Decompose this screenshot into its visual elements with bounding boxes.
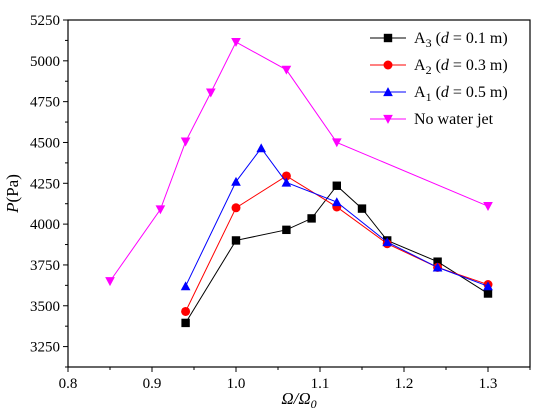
data-point-s4-5 — [231, 37, 241, 47]
legend-marker-1 — [383, 33, 393, 43]
data-point-s4-1 — [105, 277, 115, 287]
data-point-s2-2 — [231, 203, 241, 213]
legend-label-2: A2 (d = 0.3 m) — [414, 57, 508, 77]
y-tick-label-4: 4000 — [30, 217, 60, 233]
data-point-s1-2 — [231, 236, 241, 245]
data-point-s3-5 — [331, 197, 342, 207]
data-point-s1-5 — [332, 181, 341, 190]
plot-area — [105, 37, 493, 328]
y-tick-label-6: 4500 — [30, 135, 60, 151]
legend-marker-3 — [383, 87, 393, 97]
data-point-s1-3 — [282, 225, 291, 235]
x-tick-label-5: 1.2 — [395, 376, 414, 392]
plot-frame — [67, 19, 531, 368]
data-point-s1-4 — [307, 214, 316, 223]
y-tick-label-5: 4250 — [30, 176, 60, 192]
y-tick-label-8: 5000 — [30, 54, 60, 70]
y-tick-label-3: 3750 — [30, 258, 60, 274]
legend-marker-4 — [383, 114, 393, 124]
data-point-s1-8 — [433, 257, 442, 266]
x-tick-label-1: 0.8 — [59, 376, 78, 392]
data-point-s4-7 — [331, 138, 342, 148]
legend-marker-2 — [383, 60, 393, 70]
y-tick-label-1: 3250 — [30, 340, 60, 356]
data-point-s3-4 — [281, 177, 292, 187]
data-point-s2-1 — [181, 306, 191, 316]
data-point-s3-8 — [483, 281, 493, 291]
data-point-s3-1 — [180, 281, 191, 291]
data-point-s4-6 — [281, 65, 292, 75]
data-point-s1-6 — [357, 204, 367, 213]
data-point-s1-1 — [181, 318, 190, 328]
data-point-s3-3 — [256, 143, 267, 153]
data-point-s1-9 — [483, 289, 493, 298]
data-point-s4-8 — [483, 202, 493, 211]
x-axis-title: Ω/Ω0 — [281, 389, 316, 411]
data-point-s2-3 — [281, 171, 291, 181]
data-point-s3-2 — [231, 176, 241, 186]
legend-label-3: A1 (d = 0.5 m) — [414, 84, 508, 104]
y-tick-label-9: 5250 — [30, 13, 60, 29]
y-tick-label-2: 3500 — [30, 299, 60, 315]
data-point-s4-3 — [180, 137, 191, 147]
data-point-s3-7 — [432, 262, 443, 272]
data-point-s4-2 — [155, 205, 166, 215]
x-tick-label-3: 1.0 — [227, 376, 246, 392]
x-tick-label-6: 1.3 — [479, 376, 498, 392]
series-line-3 — [185, 147, 489, 287]
legend-label-1: A3 (d = 0.1 m) — [414, 30, 508, 50]
axes: 0.8 0.9 1.0 1.1 1.2 1.3 3250 3500 3750 4000 4250 45… — [3, 13, 531, 411]
x-tick-label-2: 0.9 — [143, 376, 162, 392]
series-line-4 — [109, 41, 489, 282]
y-axis-title: P(Pa) — [3, 174, 22, 214]
legend: A3 (d = 0.1 m) A2 (d = 0.3 m) A1 (d = 0.5 … — [370, 30, 508, 128]
legend-label-4: No water jet — [414, 111, 494, 128]
series-line-2 — [185, 175, 489, 312]
data-point-s3-6 — [382, 237, 393, 247]
x-tick-label-4: 1.1 — [311, 376, 330, 392]
data-point-s4-4 — [205, 88, 216, 98]
y-tick-label-7: 4750 — [30, 95, 60, 111]
